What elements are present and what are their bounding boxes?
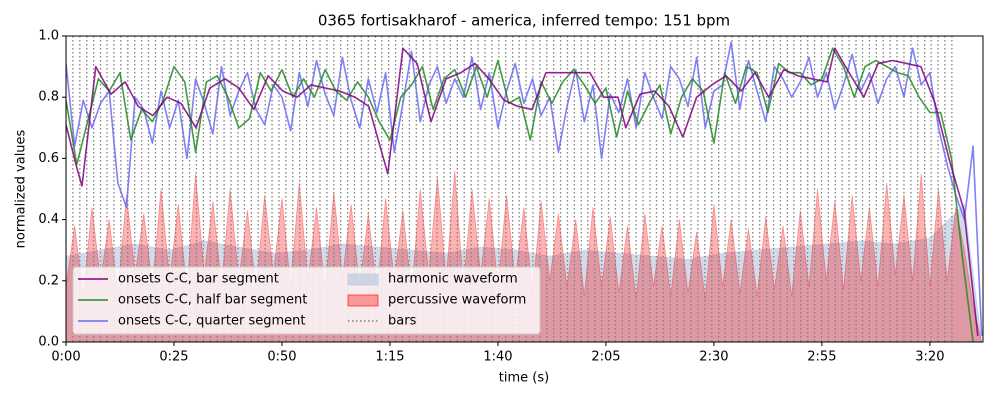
legend-label: bars [388, 314, 417, 329]
legend-label: onsets C-C, bar segment [118, 272, 279, 287]
y-tick-label: 0.6 [38, 151, 59, 166]
y-axis-label: normalized values [14, 129, 29, 248]
x-tick-label: 1:40 [483, 350, 512, 365]
legend-swatch [347, 273, 379, 286]
legend-label: onsets C-C, quarter segment [118, 314, 305, 329]
x-tick-label: 0:25 [159, 350, 188, 365]
y-tick-label: 0.0 [38, 335, 59, 350]
y-tick-label: 1.0 [38, 29, 59, 44]
y-tick-label: 0.8 [38, 90, 59, 105]
legend-label: percussive waveform [388, 293, 526, 308]
axes-frame [65, 35, 984, 343]
x-tick-label: 0:00 [51, 350, 80, 365]
x-axis-label: time (s) [499, 371, 549, 386]
axes: 0:00 0:25 0:50 1:15 1:40 2:05 2:30 2:55 3:20 0.0 0… [38, 29, 984, 365]
x-tick-label: 2:55 [807, 350, 836, 365]
legend-label: harmonic waveform [388, 272, 518, 287]
x-tick-label: 0:50 [267, 350, 296, 365]
x-tick-label: 3:20 [915, 350, 944, 365]
chart-title: 0365 fortisakharof - america, inferred t… [318, 12, 730, 30]
line [66, 47, 974, 342]
legend-box [72, 266, 541, 335]
y-tick-label: 0.2 [38, 273, 59, 288]
legend: onsets C-C, bar segment onsets C-C, half … [72, 266, 541, 335]
legend-label: onsets C-C, half bar segment [118, 293, 307, 308]
line [66, 47, 979, 336]
legend-swatch [347, 294, 379, 307]
x-tick-label: 2:05 [591, 350, 620, 365]
x-tick-label: 2:30 [699, 350, 728, 365]
line [66, 41, 983, 336]
x-tick-label: 1:15 [375, 350, 404, 365]
y-tick-label: 0.4 [38, 212, 59, 227]
